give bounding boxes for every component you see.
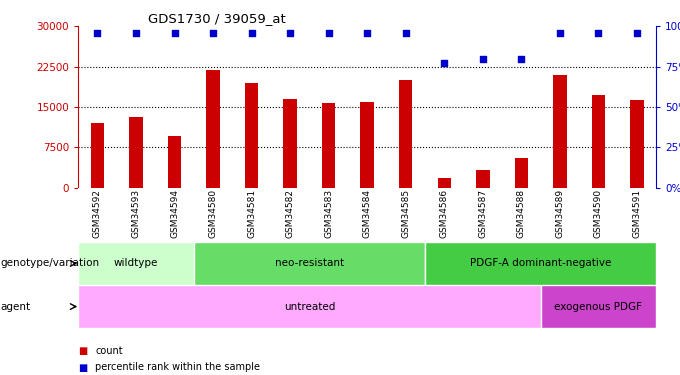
Bar (284, 99, 297, 188)
Bar (322, 103, 335, 188)
Text: ■: ■ (78, 363, 88, 372)
Text: GSM34587: GSM34587 (478, 189, 488, 238)
Point (323, 30, 334, 36)
Bar (168, 136, 182, 188)
Text: GSM34588: GSM34588 (517, 189, 526, 238)
Point (516, 56, 527, 62)
Bar (553, 75, 566, 188)
Bar (437, 178, 451, 188)
Text: wildtype: wildtype (114, 258, 158, 268)
Bar (425, 242, 656, 285)
Text: GSM34585: GSM34585 (401, 189, 410, 238)
Bar (592, 95, 605, 188)
Text: neo-resistant: neo-resistant (275, 258, 344, 268)
Bar (206, 70, 220, 188)
Text: PDGF-A dominant-negative: PDGF-A dominant-negative (470, 258, 611, 268)
Point (401, 30, 411, 36)
Text: count: count (95, 346, 123, 355)
Text: GSM34589: GSM34589 (556, 189, 564, 238)
Text: agent: agent (0, 302, 30, 312)
Text: GSM34580: GSM34580 (209, 189, 218, 238)
Text: GSM34593: GSM34593 (131, 189, 141, 238)
Point (207, 30, 218, 36)
Text: untreated: untreated (284, 302, 335, 312)
Text: genotype/variation: genotype/variation (0, 258, 99, 268)
Point (439, 60, 449, 66)
Point (593, 30, 604, 36)
Point (92, 30, 103, 36)
Bar (78, 242, 194, 285)
Point (246, 30, 257, 36)
Text: GSM34592: GSM34592 (93, 189, 102, 238)
Point (285, 30, 296, 36)
Bar (515, 158, 528, 188)
Point (477, 56, 488, 62)
Bar (360, 102, 374, 188)
Text: GSM34581: GSM34581 (247, 189, 256, 238)
Bar (476, 170, 490, 188)
Bar (541, 285, 656, 328)
Text: GSM34582: GSM34582 (286, 189, 294, 238)
Bar (194, 242, 425, 285)
Point (632, 30, 643, 36)
Text: GSM34594: GSM34594 (170, 189, 179, 238)
Text: GSM34583: GSM34583 (324, 189, 333, 238)
Bar (399, 80, 413, 188)
Text: GSM34584: GSM34584 (362, 189, 372, 238)
Text: exogenous PDGF: exogenous PDGF (554, 302, 643, 312)
Point (131, 30, 141, 36)
Point (169, 30, 180, 36)
Bar (78, 285, 541, 328)
Text: GSM34586: GSM34586 (440, 189, 449, 238)
Bar (630, 100, 644, 188)
Text: ■: ■ (78, 346, 88, 355)
Bar (129, 117, 143, 188)
Text: percentile rank within the sample: percentile rank within the sample (95, 363, 260, 372)
Bar (90, 123, 104, 188)
Text: GDS1730 / 39059_at: GDS1730 / 39059_at (148, 12, 286, 25)
Bar (245, 83, 258, 188)
Point (362, 30, 373, 36)
Text: GSM34590: GSM34590 (594, 189, 603, 238)
Text: GSM34591: GSM34591 (632, 189, 641, 238)
Point (554, 30, 565, 36)
